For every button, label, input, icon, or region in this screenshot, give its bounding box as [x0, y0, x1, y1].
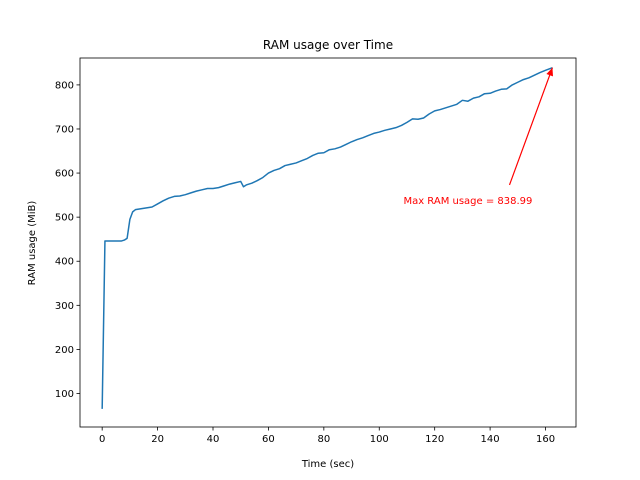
x-axis-title: Time (sec) — [301, 459, 354, 470]
plot-frame — [79, 57, 577, 428]
y-tick-label: 100 — [55, 389, 74, 400]
x-tick-label: 100 — [370, 434, 389, 445]
y-tick-label: 800 — [55, 80, 74, 91]
plot-area: 0 20 40 60 80 100 120 140 160 100 200 300 400 500 600 7… — [55, 57, 577, 445]
x-tick-label: 160 — [536, 434, 555, 445]
series-line — [101, 66, 553, 409]
annotation-arrow — [508, 67, 554, 186]
chart-title: RAM usage over Time — [263, 38, 393, 52]
y-tick-label: 400 — [55, 257, 74, 268]
x-tick-label: 40 — [207, 434, 220, 445]
x-tick-label: 60 — [262, 434, 275, 445]
annotation-arrowhead — [546, 67, 553, 77]
y-tick-label: 700 — [55, 124, 74, 135]
y-tick-label: 300 — [55, 301, 74, 312]
y-tick-label: 200 — [55, 345, 74, 356]
y-tick-label: 600 — [55, 169, 74, 180]
annotation-label: Max RAM usage = 838.99 — [403, 196, 532, 207]
y-tick-label: 500 — [55, 213, 74, 224]
y-axis-title: RAM usage (MiB) — [27, 201, 38, 286]
x-tick-label: 120 — [425, 434, 444, 445]
x-tick-label: 0 — [99, 434, 105, 445]
x-tick-label: 140 — [481, 434, 500, 445]
x-tick-label: 80 — [317, 434, 330, 445]
x-tick-label: 20 — [151, 434, 164, 445]
